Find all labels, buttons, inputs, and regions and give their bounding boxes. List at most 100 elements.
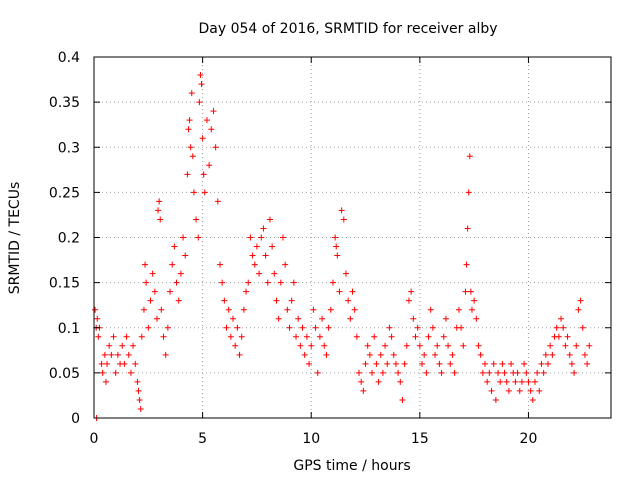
data-point [98,360,105,367]
data-point [187,144,194,151]
data-point [455,306,462,313]
data-point [518,378,525,385]
data-point [140,306,147,313]
data-point [325,324,332,331]
data-point [110,333,117,340]
data-point [295,315,302,322]
data-point [384,360,391,367]
data-point [249,252,256,259]
data-point [94,315,101,322]
data-point [523,369,530,376]
data-point [442,315,449,322]
data-point [440,333,447,340]
data-point [269,243,276,250]
data-point [138,333,145,340]
data-point [127,369,134,376]
data-point [338,207,345,214]
y-tick-label: 0.1 [58,321,80,337]
data-point [505,387,512,394]
data-point [345,297,352,304]
axis-ticks [93,56,611,419]
data-point [92,306,99,313]
x-tick-label: 5 [198,431,207,447]
data-point [297,342,304,349]
data-point [579,324,586,331]
data-point [401,360,408,367]
data-point [540,369,547,376]
data-point [264,279,271,286]
data-point [153,315,160,322]
data-point [421,351,428,358]
data-point [362,360,369,367]
data-point [358,378,365,385]
y-tick-label: 0.35 [49,95,80,111]
data-point [184,171,191,178]
data-point [534,369,541,376]
data-point [275,315,282,322]
data-point [351,306,358,313]
data-point [227,333,234,340]
data-point [356,369,363,376]
data-point [377,351,384,358]
data-point [136,396,143,403]
data-point [301,351,308,358]
data-point [282,261,289,268]
data-point [334,252,341,259]
data-point [290,279,297,286]
data-point [271,270,278,277]
plot-frame [93,56,612,419]
chart-title: Day 054 of 2016, SRMTID for receiver alb… [198,21,497,37]
data-point [521,360,528,367]
data-point [419,360,426,367]
data-point [449,351,456,358]
data-point [236,351,243,358]
data-point [412,333,419,340]
data-point [308,342,315,349]
data-point [379,369,386,376]
data-point [214,198,221,205]
x-tick-label: 0 [90,431,99,447]
data-point [238,333,245,340]
x-axis-label: GPS time / hours [293,458,410,474]
data-point [160,333,167,340]
data-point [488,387,495,394]
data-point [182,252,189,259]
data-point [310,306,317,313]
data-point [373,360,380,367]
data-point [221,297,228,304]
data-point [219,279,226,286]
data-point [149,270,156,277]
data-point [137,405,144,412]
data-point [399,396,406,403]
data-point [142,261,149,268]
data-point [386,324,393,331]
data-point [171,243,178,250]
data-point [132,360,139,367]
data-point [286,324,293,331]
data-point [490,360,497,367]
data-point [527,387,534,394]
data-point [408,288,415,295]
data-point [465,189,472,196]
data-point [414,324,421,331]
data-point [416,342,423,349]
data-point [549,351,556,358]
data-point [210,108,217,115]
data-point [467,288,474,295]
data-point [198,81,205,88]
data-point [473,315,480,322]
data-point [347,315,354,322]
data-point [157,216,164,223]
data-point [382,342,389,349]
y-tick-label: 0.25 [49,185,80,201]
data-point [186,117,193,124]
data-point [508,360,515,367]
data-point [547,342,554,349]
data-point [206,162,213,169]
data-point [175,297,182,304]
data-point [486,369,493,376]
data-point [388,333,395,340]
data-point [375,378,382,385]
data-point [189,153,196,160]
